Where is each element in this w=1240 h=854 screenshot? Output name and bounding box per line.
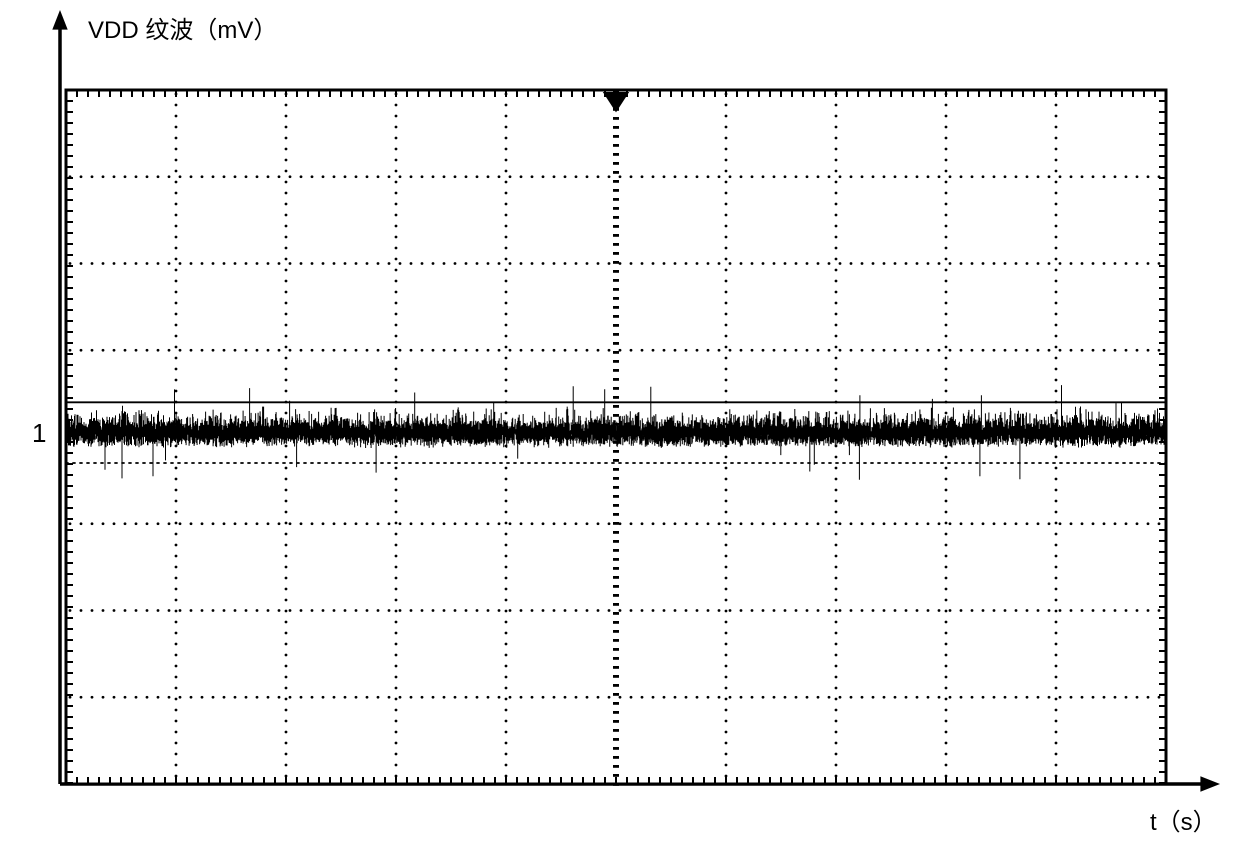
- x-axis-arrow: [1200, 776, 1220, 791]
- y-axis-arrow: [52, 10, 67, 30]
- y-axis-label: VDD 纹波（mV）: [88, 17, 277, 44]
- figure-container: VDD 纹波（mV） t（s） 1: [0, 0, 1240, 854]
- channel-1-label: 1: [32, 418, 46, 448]
- scope-frame: [66, 90, 1167, 786]
- oscilloscope-chart: VDD 纹波（mV） t（s） 1: [0, 0, 1240, 854]
- x-axis-label: t（s）: [1150, 809, 1217, 836]
